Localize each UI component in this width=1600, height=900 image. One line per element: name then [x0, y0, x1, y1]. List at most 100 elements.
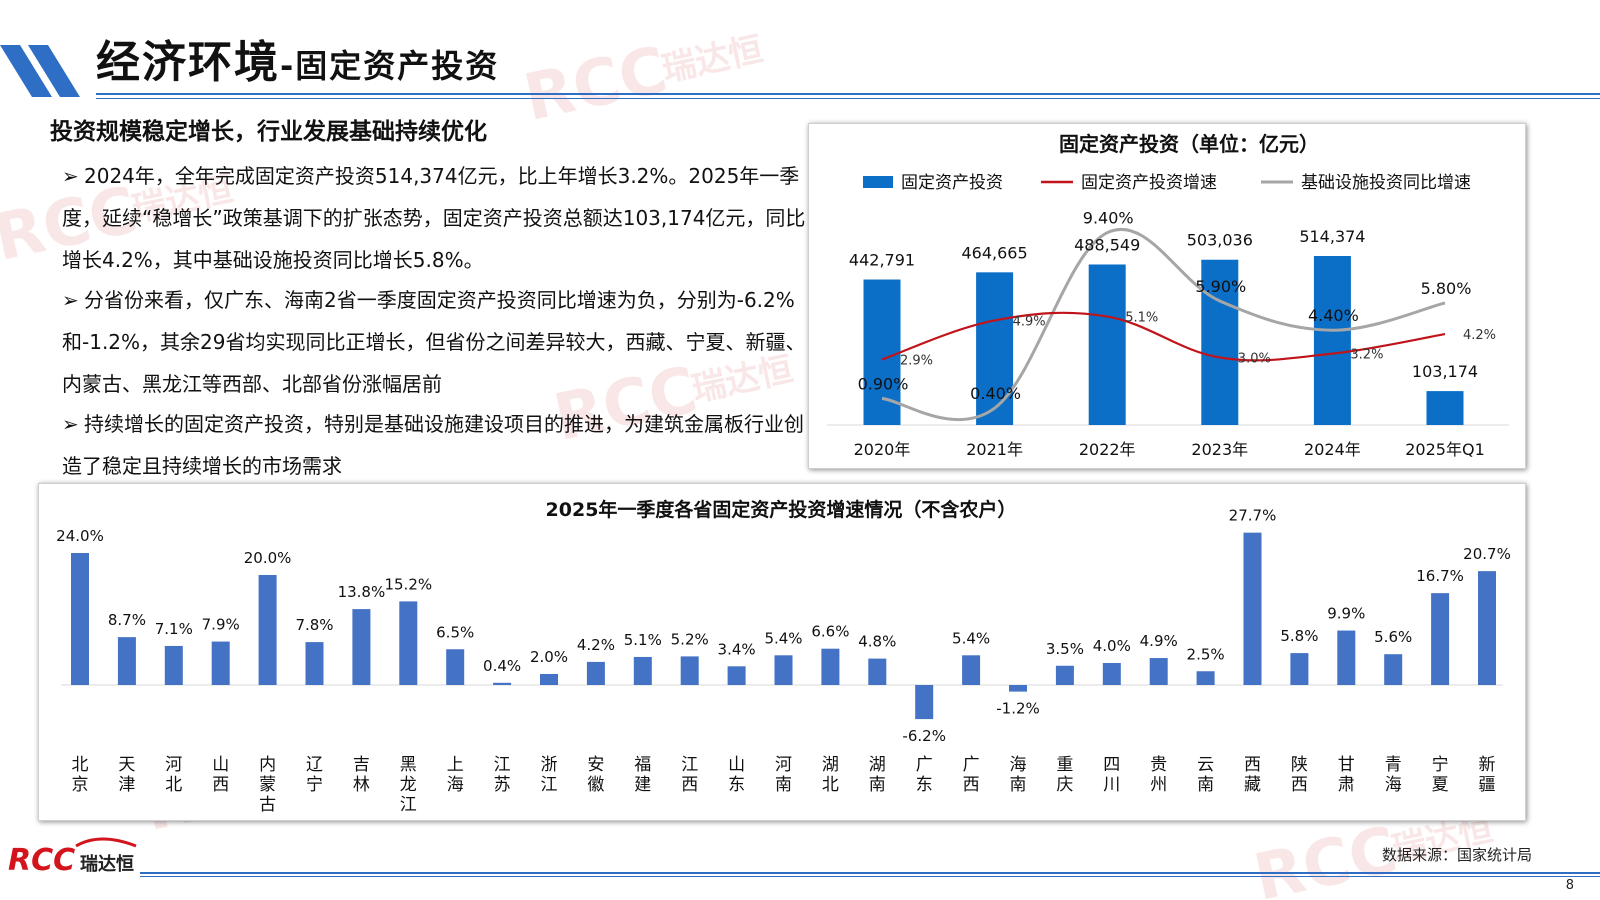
province-bar-label: 6.5%: [436, 623, 474, 641]
province-tick-label: 北京: [72, 755, 89, 795]
province-tick-label: 山西: [212, 755, 229, 795]
province-bar-label: 4.0%: [1093, 637, 1131, 655]
investment-bar-label: 442,791: [849, 251, 915, 270]
chart2-title: 2025年一季度各省固定资产投资增速情况（不含农户）: [546, 498, 1017, 521]
province-bar-label: 24.0%: [56, 527, 104, 545]
page-title-sub: -固定资产投资: [280, 47, 500, 85]
province-bar: [1243, 532, 1262, 685]
investment-bar-label: 103,174: [1412, 362, 1478, 381]
logo-text: RCC: [8, 843, 75, 876]
province-bar: [399, 601, 418, 685]
province-bar: [727, 666, 746, 685]
province-bar-label: 7.8%: [295, 616, 333, 634]
investment-growth-line: [881, 311, 1446, 362]
investment-bar-label: 488,549: [1074, 235, 1140, 254]
province-bar-label: -1.2%: [996, 700, 1040, 718]
header-stripes-icon: [0, 45, 80, 97]
legend-label-infrastructure: 基础设施投资同比增速: [1301, 173, 1471, 193]
province-bar: [1149, 658, 1168, 685]
province-bar-label: 16.7%: [1416, 567, 1464, 585]
logo-text-cn: 瑞达恒: [80, 853, 134, 875]
investment-bar: [976, 272, 1014, 425]
fixed-asset-investment-chart-panel: 固定资产投资（单位：亿元） 固定资产投资 固定资产投资增速 基础设施投资同比增速…: [808, 123, 1526, 469]
investment-growth-label: 3.0%: [1238, 352, 1271, 367]
province-bar-label: 13.8%: [338, 583, 386, 601]
province-tick-label: 重庆: [1056, 755, 1073, 795]
province-bar-label: 7.9%: [202, 616, 240, 634]
x-tick-label: 2025年Q1: [1405, 440, 1485, 459]
province-bar-label: 4.2%: [577, 636, 615, 654]
province-tick-label: 陕西: [1291, 755, 1308, 795]
province-bar: [915, 685, 934, 720]
bullet-text: 分省份来看，仅广东、海南2省一季度固定资产投资同比增速为负，分别为-6.2%和-…: [62, 288, 806, 396]
province-bar: [71, 553, 89, 685]
province-bar: [1337, 630, 1356, 685]
province-tick-label: 云南: [1197, 755, 1214, 795]
province-tick-label: 西藏: [1244, 755, 1261, 795]
province-tick-label: 海南: [1010, 755, 1027, 795]
province-bar-label: 0.4%: [483, 657, 521, 675]
province-bar: [117, 637, 136, 685]
province-bar: [774, 655, 793, 685]
investment-growth-label: 4.2%: [1463, 328, 1496, 343]
investment-growth-label: 4.9%: [1013, 314, 1046, 329]
province-tick-label: 新疆: [1479, 755, 1496, 795]
bullet-text: 持续增长的固定资产投资，特别是基础设施建设项目的推进，为建筑金属板行业创造了稳定…: [62, 412, 804, 478]
province-tick-label: 山东: [728, 755, 745, 795]
province-bar-label: 7.1%: [155, 620, 193, 638]
watermark-text: RCC: [518, 33, 673, 135]
province-bar: [493, 682, 512, 685]
bullet-item: ➢ 持续增长的固定资产投资，特别是基础设施建设项目的推进，为建筑金属板行业创造了稳…: [62, 403, 807, 487]
footer-divider: [140, 872, 1600, 874]
watermark-text: RCC: [1248, 813, 1403, 900]
page-number: 8: [1565, 878, 1574, 893]
province-tick-label: 青海: [1385, 755, 1402, 795]
province-bar: [821, 648, 840, 685]
investment-bar: [1426, 391, 1464, 425]
province-tick-label: 上海: [447, 755, 464, 795]
province-bar-label: 27.7%: [1229, 507, 1277, 525]
province-bar-label: 5.6%: [1374, 628, 1412, 646]
legend-label-investment: 固定资产投资: [901, 173, 1003, 193]
province-tick-label: 吉林: [353, 755, 370, 795]
watermark: RCC 瑞达恒: [518, 30, 767, 136]
province-bar: [962, 655, 981, 685]
watermark-text-cn: 瑞达恒: [658, 30, 766, 90]
province-tick-label: 福建: [634, 755, 651, 795]
province-growth-chart: 2025年一季度各省固定资产投资增速情况（不含农户） 24.0% 北京 8.7% 天津…: [56, 498, 1511, 815]
province-bar-label: 5.4%: [764, 629, 802, 647]
province-bar-label: 5.8%: [1280, 627, 1318, 645]
province-bar: [540, 674, 558, 685]
province-bar: [1431, 593, 1450, 685]
fixed-asset-investment-chart: 固定资产投资（单位：亿元） 固定资产投资 固定资产投资增速 基础设施投资同比增速…: [827, 132, 1509, 459]
infrastructure-growth-label: 4.40%: [1308, 306, 1359, 325]
province-bar-label: 5.2%: [671, 630, 709, 648]
investment-bar-label: 514,374: [1299, 227, 1365, 246]
province-bar-label: 6.6%: [811, 623, 849, 641]
chart1-title: 固定资产投资（单位：亿元）: [1059, 132, 1319, 156]
province-bar-label: -6.2%: [902, 727, 946, 745]
province-tick-label: 辽宁: [306, 755, 323, 795]
province-bar-label: 8.7%: [108, 611, 146, 629]
province-tick-label: 宁夏: [1432, 755, 1449, 795]
province-bar-label: 5.4%: [952, 629, 990, 647]
province-bar-label: 5.1%: [624, 631, 662, 649]
header-divider-thin: [96, 98, 1600, 99]
province-tick-label: 内蒙古: [259, 755, 276, 815]
investment-growth-label: 5.1%: [1125, 311, 1158, 326]
bullet-arrow-icon: ➢: [62, 288, 79, 312]
province-bar: [1196, 671, 1215, 685]
province-bar-label: 3.5%: [1046, 640, 1084, 658]
province-growth-chart-panel: 2025年一季度各省固定资产投资增速情况（不含农户） 24.0% 北京 8.7% 天津…: [38, 483, 1526, 821]
province-bar: [211, 641, 230, 685]
investment-bar: [1201, 259, 1239, 425]
investment-bar: [1088, 264, 1126, 425]
page-title-main: 经济环境: [96, 37, 280, 88]
province-bar: [1290, 653, 1309, 685]
legend-label-growth: 固定资产投资增速: [1081, 173, 1217, 193]
province-tick-label: 广东: [916, 755, 933, 795]
header-divider: [96, 93, 1600, 95]
province-bar: [164, 645, 183, 685]
infrastructure-growth-label: 0.40%: [970, 384, 1021, 403]
province-bar: [446, 649, 465, 685]
